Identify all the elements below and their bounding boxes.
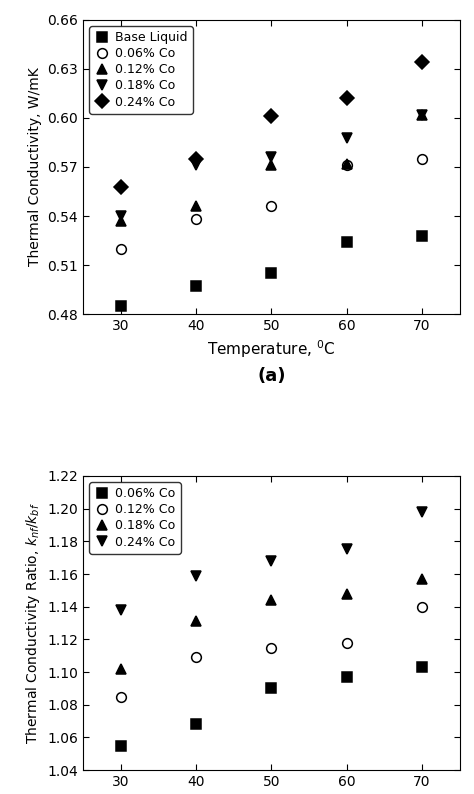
0.18% Co xyxy=(118,211,123,221)
0.18% Co xyxy=(419,574,425,584)
0.06% Co xyxy=(118,244,123,253)
0.06% Co xyxy=(193,214,199,224)
0.12% Co xyxy=(118,692,123,701)
0.24% Co xyxy=(419,507,425,517)
0.06% Co xyxy=(118,741,123,750)
0.24% Co xyxy=(193,571,199,580)
0.12% Co xyxy=(344,159,349,168)
0.18% Co xyxy=(268,596,274,605)
Line: 0.12% Co: 0.12% Co xyxy=(116,110,427,225)
0.06% Co xyxy=(344,673,349,682)
0.06% Co xyxy=(344,160,349,170)
0.12% Co xyxy=(193,653,199,662)
0.12% Co xyxy=(268,160,274,170)
Legend: 0.06% Co, 0.12% Co, 0.18% Co, 0.24% Co: 0.06% Co, 0.12% Co, 0.18% Co, 0.24% Co xyxy=(89,482,181,553)
0.24% Co xyxy=(344,94,349,103)
0.18% Co xyxy=(268,152,274,162)
0.12% Co xyxy=(118,216,123,225)
Legend: Base Liquid, 0.06% Co, 0.12% Co, 0.18% Co, 0.24% Co: Base Liquid, 0.06% Co, 0.12% Co, 0.18% C… xyxy=(89,26,193,114)
0.06% Co xyxy=(419,662,425,672)
Line: 0.06% Co: 0.06% Co xyxy=(116,154,427,253)
0.18% Co xyxy=(419,110,425,119)
Text: (a): (a) xyxy=(257,367,286,385)
0.12% Co xyxy=(344,638,349,647)
Line: 0.24% Co: 0.24% Co xyxy=(116,57,427,191)
0.18% Co xyxy=(344,589,349,599)
0.18% Co xyxy=(193,160,199,170)
Base Liquid xyxy=(193,282,199,291)
Base Liquid xyxy=(118,301,123,310)
Y-axis label: Thermal Conductivity, W/mK: Thermal Conductivity, W/mK xyxy=(27,67,42,266)
Y-axis label: Thermal Conductivity Ratio, $k_{nf}/k_{bf}$: Thermal Conductivity Ratio, $k_{nf}/k_{b… xyxy=(24,502,42,744)
0.06% Co xyxy=(419,154,425,164)
0.06% Co xyxy=(268,684,274,693)
0.18% Co xyxy=(118,664,123,673)
Line: 0.12% Co: 0.12% Co xyxy=(116,602,427,701)
Base Liquid xyxy=(419,231,425,241)
Base Liquid xyxy=(268,268,274,278)
Line: 0.24% Co: 0.24% Co xyxy=(116,507,427,615)
0.12% Co xyxy=(268,643,274,653)
0.24% Co xyxy=(118,605,123,615)
0.12% Co xyxy=(193,202,199,211)
0.12% Co xyxy=(419,110,425,119)
0.24% Co xyxy=(419,58,425,67)
X-axis label: Temperature, $^0$C: Temperature, $^0$C xyxy=(207,338,336,360)
0.18% Co xyxy=(193,617,199,626)
0.18% Co xyxy=(344,133,349,142)
Line: 0.18% Co: 0.18% Co xyxy=(116,110,427,221)
0.06% Co xyxy=(193,719,199,729)
Line: 0.06% Co: 0.06% Co xyxy=(116,662,427,750)
0.24% Co xyxy=(268,556,274,565)
0.12% Co xyxy=(419,602,425,611)
0.24% Co xyxy=(268,111,274,121)
Line: Base Liquid: Base Liquid xyxy=(116,231,427,310)
0.24% Co xyxy=(344,545,349,554)
0.24% Co xyxy=(118,182,123,191)
0.06% Co xyxy=(268,202,274,211)
Base Liquid xyxy=(344,237,349,247)
Line: 0.18% Co: 0.18% Co xyxy=(116,574,427,673)
0.24% Co xyxy=(193,154,199,164)
